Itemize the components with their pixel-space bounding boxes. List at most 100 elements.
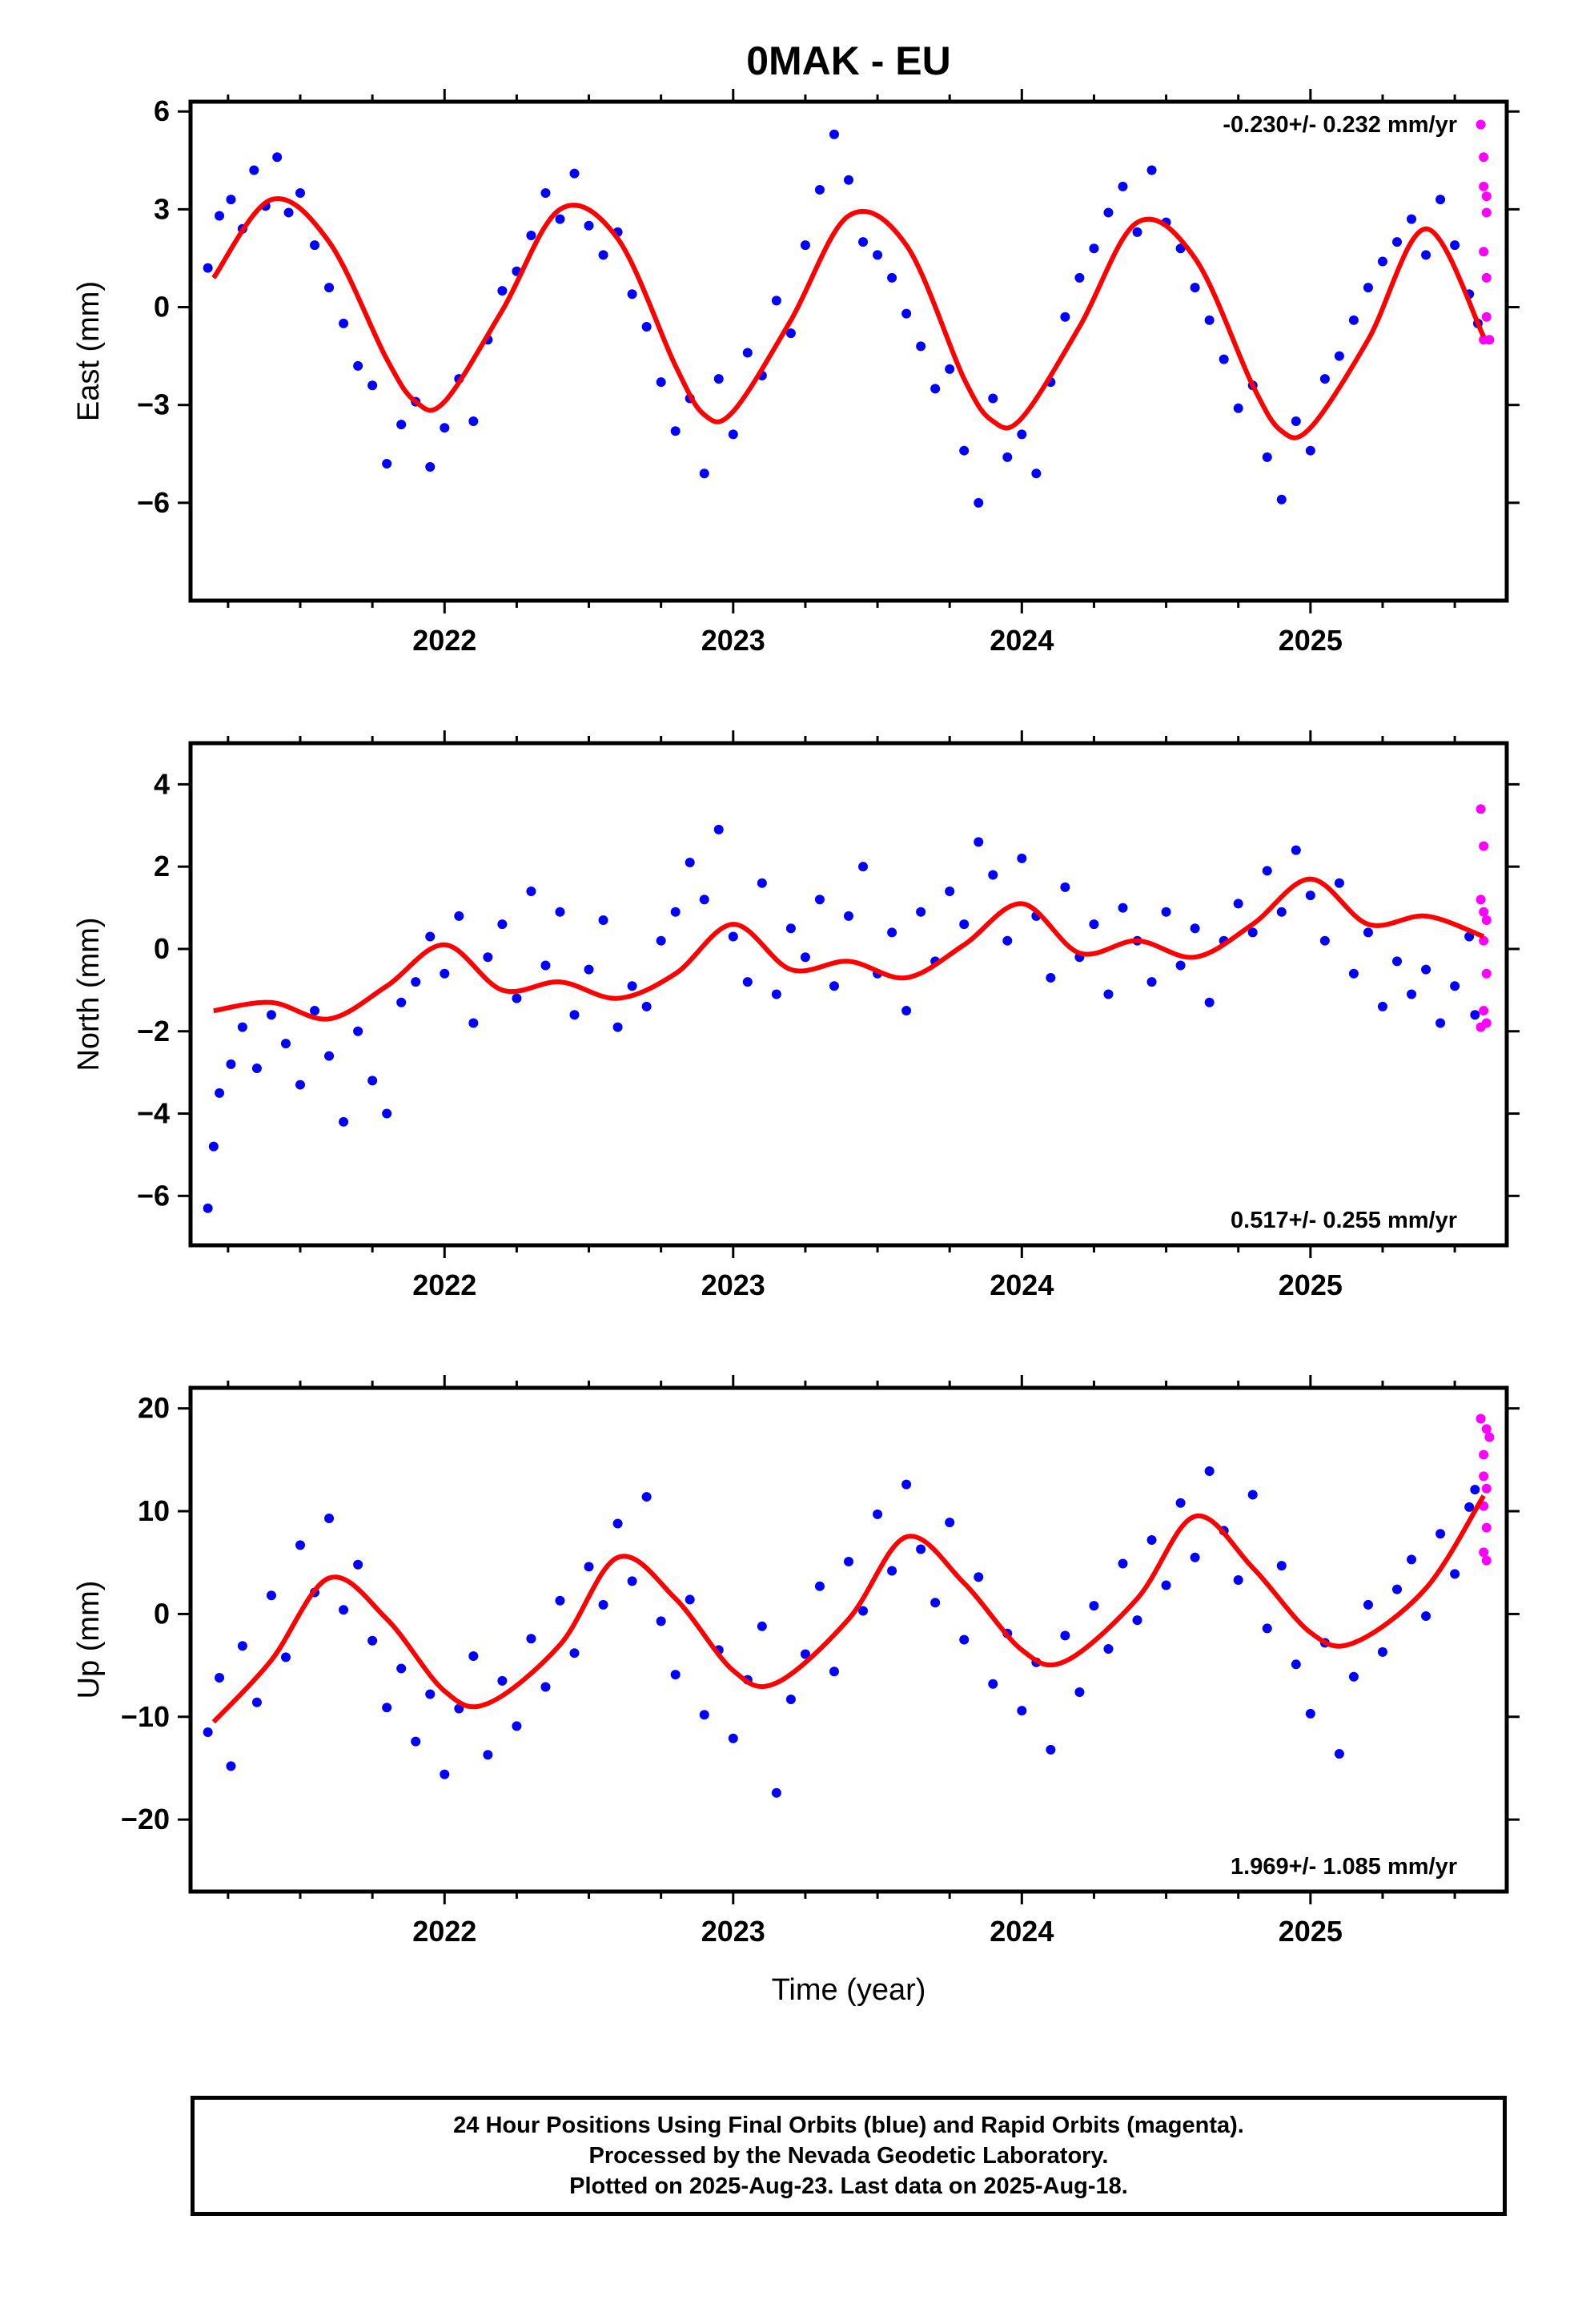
east-final-point [901,308,912,319]
east-rapid-point [1476,119,1486,130]
east-final-point [339,318,349,328]
north-final-point [1262,866,1272,876]
east-final-point [540,188,551,199]
up-final-point [584,1562,594,1572]
north-final-point [1334,878,1344,888]
north-final-point [1046,972,1056,983]
north-y-axis-label: North (mm) [72,917,106,1071]
up-final-point [670,1670,681,1680]
north-final-point [295,1080,305,1090]
north-final-point [627,981,637,991]
north-final-point [699,895,709,905]
north-final-point [829,981,839,991]
north-final-point [1161,907,1171,917]
east-x-tick-label: 2024 [990,624,1054,657]
east-final-point [1103,207,1114,218]
east-final-point [887,272,897,283]
east-final-point [1407,214,1417,224]
east-panel: 2022 2023 2024 2025 −6 −3 0 3 6 East (mm) -0.230+/… [72,89,1520,657]
east-final-point [742,348,753,358]
up-rapid-point [1481,1522,1492,1533]
north-y-tick-label: 2 [154,850,170,883]
north-rapid-point [1476,1022,1486,1032]
north-final-point [468,1018,479,1028]
up-final-point [612,1518,623,1529]
north-final-point [1002,935,1013,946]
east-final-point [1348,315,1359,325]
up-final-point [829,1667,839,1677]
up-final-point [1363,1599,1373,1610]
north-final-point [1017,853,1027,863]
north-final-point [584,964,594,975]
up-final-point [1435,1529,1446,1539]
east-final-point [598,250,608,260]
east-final-point [324,283,335,293]
north-final-point [497,919,508,930]
east-final-point [295,188,305,199]
up-y-tick-label: 20 [138,1392,170,1425]
east-final-point [440,423,450,433]
up-final-point [1132,1615,1142,1626]
up-final-point [1262,1623,1272,1634]
east-final-point [1262,452,1272,462]
up-final-point [685,1594,695,1605]
north-points [203,804,1492,1213]
caption-line-2: Processed by the Nevada Geodetic Laborat… [588,2143,1109,2169]
north-final-point [1464,931,1475,942]
north-rapid-point [1476,895,1486,905]
east-final-point [800,240,810,251]
east-final-point [555,214,565,224]
east-final-point [1204,315,1215,325]
up-final-point [266,1590,276,1601]
north-rapid-point [1476,804,1486,814]
east-rate-annotation: -0.230+/- 0.232 mm/yr [1223,112,1457,138]
up-x-tick-label: 2022 [412,1915,476,1948]
east-final-point [1132,227,1142,237]
north-final-point [425,931,436,942]
east-final-point [829,129,839,139]
north-final-point [454,911,464,921]
up-final-point [237,1641,247,1651]
north-x-tick-label: 2022 [412,1269,476,1301]
up-final-point [1407,1554,1417,1565]
up-final-point [1421,1610,1431,1621]
east-final-point [396,420,407,430]
east-rapid-point [1479,152,1489,163]
north-final-point [988,870,998,880]
east-fit-curve [211,195,1486,440]
up-final-point [1017,1706,1027,1716]
north-final-point [324,1051,335,1061]
east-y-axis-label: East (mm) [72,281,106,421]
up-final-point [1276,1561,1287,1571]
north-final-point [483,952,493,963]
north-y-tick-label: −6 [137,1179,170,1212]
east-rapid-point [1479,335,1489,345]
north-final-point [974,837,984,847]
north-final-point [598,915,608,925]
east-points [203,119,1495,508]
north-rate-annotation: 0.517+/- 0.255 mm/yr [1231,1208,1457,1233]
up-panel: 2022 2023 2024 2025 −20 −10 0 10 20 Up (mm) 1.969+… [72,1375,1520,1948]
north-final-point [1204,997,1215,1007]
north-final-point [251,1063,262,1074]
up-final-point [425,1689,436,1699]
east-y-tick-label: 3 [154,192,170,225]
up-final-point [844,1556,853,1566]
caption-line-1: 24 Hour Positions Using Final Orbits (bl… [453,2113,1244,2138]
east-final-point [699,468,709,479]
east-final-point [226,195,236,205]
east-final-point [1089,243,1099,254]
north-final-point [266,1010,276,1020]
east-rapid-point [1481,191,1492,202]
east-final-point [283,207,294,218]
up-rapid-point [1479,1449,1489,1460]
north-final-point [411,977,421,987]
east-final-point [1363,283,1373,293]
up-final-point [1118,1558,1128,1569]
up-final-point [699,1710,709,1720]
north-final-point [742,977,753,987]
up-rapid-point [1479,1547,1489,1558]
up-final-point [555,1595,565,1606]
up-final-point [1060,1630,1070,1641]
up-final-point [598,1599,608,1610]
